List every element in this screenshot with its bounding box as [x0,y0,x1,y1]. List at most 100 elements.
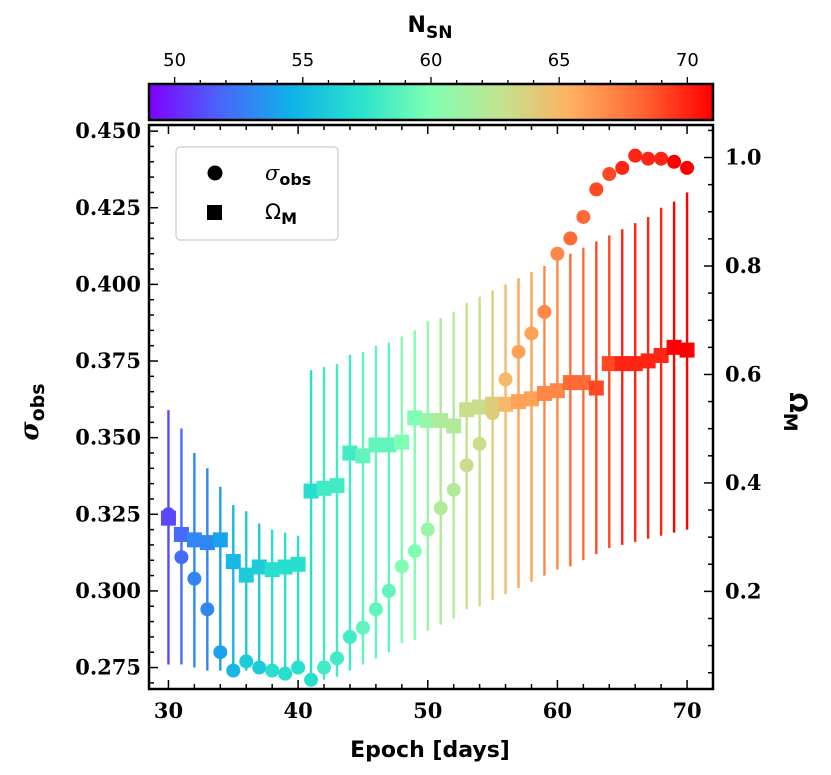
sigma-obs-point [330,651,344,666]
omega-m-point [601,356,617,372]
omega-m-point [498,396,514,412]
sigma-obs-point [511,344,526,359]
omega-m-point [355,448,371,464]
sigma-obs-point [291,660,306,675]
omega-m-point [549,383,565,399]
sigma-obs-point [459,458,474,473]
omega-m-point [212,532,228,548]
colorbar-tick-label: 65 [548,50,571,71]
y-left-tick-label: 0.350 [75,425,141,450]
omega-m-point [381,437,397,453]
sigma-obs-point [187,571,202,586]
x-tick-label: 40 [283,698,312,723]
legend-square-icon [207,205,222,220]
omega-m-point [277,559,293,575]
omega-m-point [536,385,552,401]
y-right-tick-label: 0.8 [725,253,762,278]
sigma-obs-point [252,660,267,675]
omega-m-point [511,394,527,410]
legend-box [175,146,339,241]
legend-label-sigma: σobs [265,161,311,189]
y-left-tick-label: 0.450 [75,118,141,143]
y-right-tick-label: 0.2 [725,578,762,603]
omega-m-markers [160,339,695,583]
omega-m-point [199,535,215,551]
x-tick-label: 30 [154,698,183,723]
omega-m-point [238,567,254,583]
y-right-tick-label: 1.0 [725,145,762,170]
sigma-obs-point [602,167,617,182]
colorbar-tick-label: 60 [420,50,443,71]
omega-m-point [173,526,189,542]
x-tick-label: 50 [413,698,442,723]
omega-m-point [627,356,643,372]
sigma-obs-point [368,602,383,617]
legend-label-omega: ΩM [265,200,297,228]
omega-m-point [446,418,462,434]
sigma-obs-point [317,660,332,675]
sigma-obs-point [654,151,669,166]
omega-m-point [225,554,241,570]
omega-m-point [264,562,280,578]
sigma-obs-point [524,326,539,341]
colorbar-tick-label: 55 [291,50,314,71]
omega-m-point [562,375,578,391]
y-left-tick-label: 0.325 [75,501,141,526]
sigma-obs-point [589,182,604,197]
omega-m-point [653,347,669,363]
omega-m-point [368,437,384,453]
sigma-obs-point [200,602,215,617]
omega-m-point [588,380,604,396]
omega-m-point [407,410,423,426]
sigma-obs-point [381,583,396,598]
y-left-tick-label: 0.400 [75,271,141,296]
sigma-obs-point [213,645,228,660]
errorbars-layer [167,192,689,680]
omega-m-point [679,342,695,358]
sigma-obs-point [304,672,319,687]
sigma-obs-point [537,304,552,319]
sigma-obs-markers [161,148,695,687]
omega-m-point [640,353,656,369]
sigma-obs-point [174,550,189,565]
colorbar-title: NSN [408,13,453,43]
colorbar [147,82,715,122]
x-axis-title: Epoch [days] [350,738,510,763]
y-left-tick-label: 0.375 [75,348,141,373]
plot-frame [147,123,715,691]
omega-m-point [666,339,682,355]
sigma-obs-point [433,501,448,516]
sigma-obs-point [680,160,695,175]
sigma-obs-point [394,559,409,574]
sigma-obs-point [628,148,643,163]
sigma-obs-point [472,436,487,451]
y-right-tick-label: 0.4 [725,470,762,495]
sigma-obs-point [550,246,565,261]
sigma-obs-point [342,629,357,644]
x-tick-label: 60 [543,698,572,723]
colorbar-tick-label: 50 [163,50,186,71]
y-left-tick-label: 0.300 [75,578,141,603]
sigma-obs-point [498,372,513,387]
sigma-obs-point [407,544,422,559]
sigma-obs-point [226,663,241,678]
omega-m-point [394,434,410,450]
sigma-obs-point [576,209,591,224]
sigma-obs-point [355,620,370,635]
y-axis-right-title: ΩM [779,392,812,431]
sigma-obs-point [667,154,682,169]
sigma-obs-point [161,507,176,522]
sigma-obs-point [641,151,656,166]
omega-m-point [303,483,319,499]
omega-m-point [472,399,488,415]
omega-m-point [459,402,475,418]
colorbar-title-sub: SN [426,23,452,43]
omega-m-point [329,478,345,494]
sigma-obs-point [420,522,435,537]
y-left-tick-label: 0.425 [75,195,141,220]
legend-circle-icon [207,165,223,181]
sigma-obs-point [278,666,293,681]
omega-m-point [433,413,449,429]
x-tick-label: 70 [672,698,701,723]
